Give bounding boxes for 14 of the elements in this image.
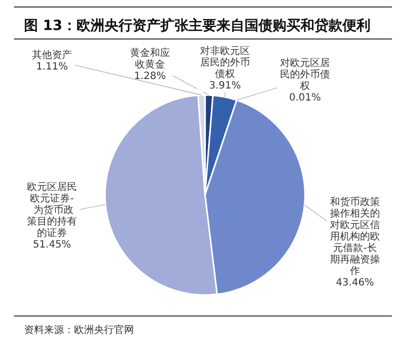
slice-label: 欧元区居民欧元证券- 为货币政策目的持有的证券 — [27, 182, 77, 239]
data-label: 0.01% — [289, 92, 321, 104]
data-label: 3.91% — [209, 80, 241, 92]
data-label: 1.11% — [36, 62, 68, 72]
data-label: 43.46% — [336, 278, 374, 288]
text: 资料来源：欧洲央行官网 — [24, 324, 134, 336]
data-label: 1.28% — [134, 71, 166, 82]
slice-label: 对欧元区居民的外币债权 — [280, 57, 330, 92]
slice-label: 其他资产 — [32, 49, 72, 61]
data-label: 51.45% — [32, 240, 72, 250]
slice-label: 和货币政策操作相关的对欧元区信用机构的欧元借款-长期再融资操作 — [330, 196, 380, 277]
slice-label: 黄金和应收黄金 — [130, 47, 170, 70]
chart-title: 图 13：欧洲央行资产扩张主要来自国债购买和贷款便利 — [24, 17, 370, 34]
slice-label: 对非欧元区居民的外币债权 — [200, 45, 250, 80]
